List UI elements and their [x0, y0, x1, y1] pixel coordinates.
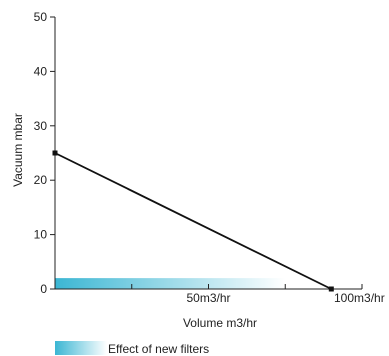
series-point-marker [328, 286, 334, 292]
y-tick-label: 0 [40, 282, 47, 296]
legend-swatch [55, 341, 107, 355]
x-tick-label: 100m3/hr [334, 291, 385, 305]
series-point-marker [52, 150, 58, 156]
y-tick-label: 50 [34, 10, 48, 24]
y-tick-label: 40 [34, 64, 48, 78]
x-axis-title: Volume m3/hr [183, 316, 257, 330]
series-line [54, 152, 332, 290]
y-tick-label: 10 [34, 228, 48, 242]
y-tick-label: 30 [34, 119, 48, 133]
legend-label: Effect of new filters [108, 342, 209, 356]
y-tick-label: 20 [34, 173, 48, 187]
new-filters-effect-band [55, 278, 286, 289]
y-axis-title: Vacuum mbar [11, 113, 25, 187]
x-tick-label: 50m3/hr [186, 291, 230, 305]
